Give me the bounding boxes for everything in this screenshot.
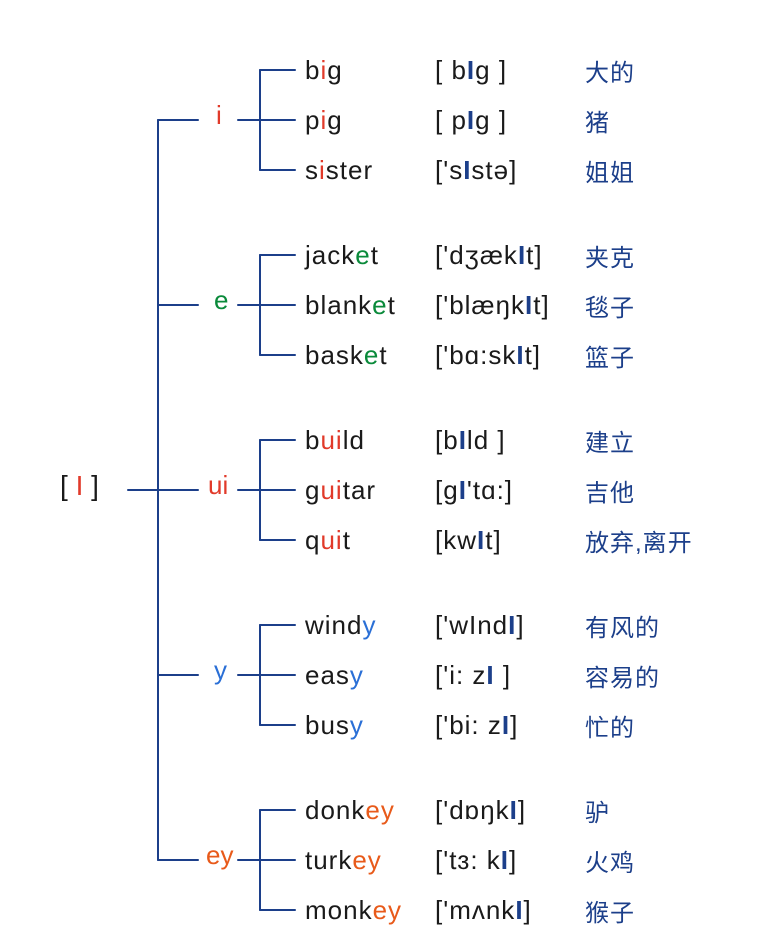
translation: 驴 [585,793,610,828]
translation: 有风的 [585,608,660,643]
grapheme-e: e [214,285,228,316]
ipa: [gI'tɑ:] [435,475,585,506]
word: basket [305,340,435,371]
word: blanket [305,290,435,321]
ipa: ['i: zI ] [435,660,585,691]
ipa: [ bIg ] [435,55,585,86]
grapheme-y: y [214,655,227,686]
word: sister [305,155,435,186]
ipa: ['dɒŋkI] [435,795,585,826]
ipa: ['wIndI] [435,610,585,641]
translation: 夹克 [585,238,635,273]
root-phoneme: [ I ] [60,470,99,502]
word-row: guitar[gI'tɑ:]吉他 [305,470,635,510]
word-row: donkey['dɒŋkI]驴 [305,790,610,830]
ipa: [kwIt] [435,525,585,556]
word: busy [305,710,435,741]
grapheme-ey: ey [206,840,233,871]
word: easy [305,660,435,691]
word-row: big[ bIg ]大的 [305,50,635,90]
ipa: ['tɜ: kI] [435,845,585,876]
translation: 姐姐 [585,153,635,188]
translation: 篮子 [585,338,635,373]
word-row: monkey['mʌnkI]猴子 [305,890,635,930]
word: windy [305,610,435,641]
word-row: turkey['tɜ: kI]火鸡 [305,840,635,880]
word: pig [305,105,435,136]
translation: 毯子 [585,288,635,323]
translation: 大的 [585,53,635,88]
translation: 吉他 [585,473,635,508]
word: build [305,425,435,456]
word-row: windy['wIndI]有风的 [305,605,660,645]
word-row: quit[kwIt]放弃,离开 [305,520,693,560]
translation: 放弃,离开 [585,523,693,558]
word: turkey [305,845,435,876]
translation: 火鸡 [585,843,635,878]
grapheme-ui: ui [208,470,228,501]
ipa: ['mʌnkI] [435,895,585,926]
word-row: sister['sIstə]姐姐 [305,150,635,190]
word: donkey [305,795,435,826]
word: quit [305,525,435,556]
grapheme-i: i [216,100,222,131]
word-row: easy['i: zI ]容易的 [305,655,660,695]
ipa: ['sIstə] [435,155,585,186]
translation: 容易的 [585,658,660,693]
word: jacket [305,240,435,271]
translation: 猪 [585,103,610,138]
translation: 建立 [585,423,635,458]
word: big [305,55,435,86]
ipa: [bIld ] [435,425,585,456]
word-row: build[bIld ]建立 [305,420,635,460]
word-row: blanket['blæŋkIt]毯子 [305,285,635,325]
word-row: jacket['dʒækIt]夹克 [305,235,635,275]
word: monkey [305,895,435,926]
word: guitar [305,475,435,506]
ipa: [ pIg ] [435,105,585,136]
ipa: ['bi: zI] [435,710,585,741]
ipa: ['bɑ:skIt] [435,340,585,371]
word-row: pig[ pIg ]猪 [305,100,610,140]
translation: 猴子 [585,893,635,928]
ipa: ['blæŋkIt] [435,290,585,321]
word-row: busy['bi: zI]忙的 [305,705,635,745]
ipa: ['dʒækIt] [435,240,585,271]
word-row: basket['bɑ:skIt]篮子 [305,335,635,375]
translation: 忙的 [585,708,635,743]
